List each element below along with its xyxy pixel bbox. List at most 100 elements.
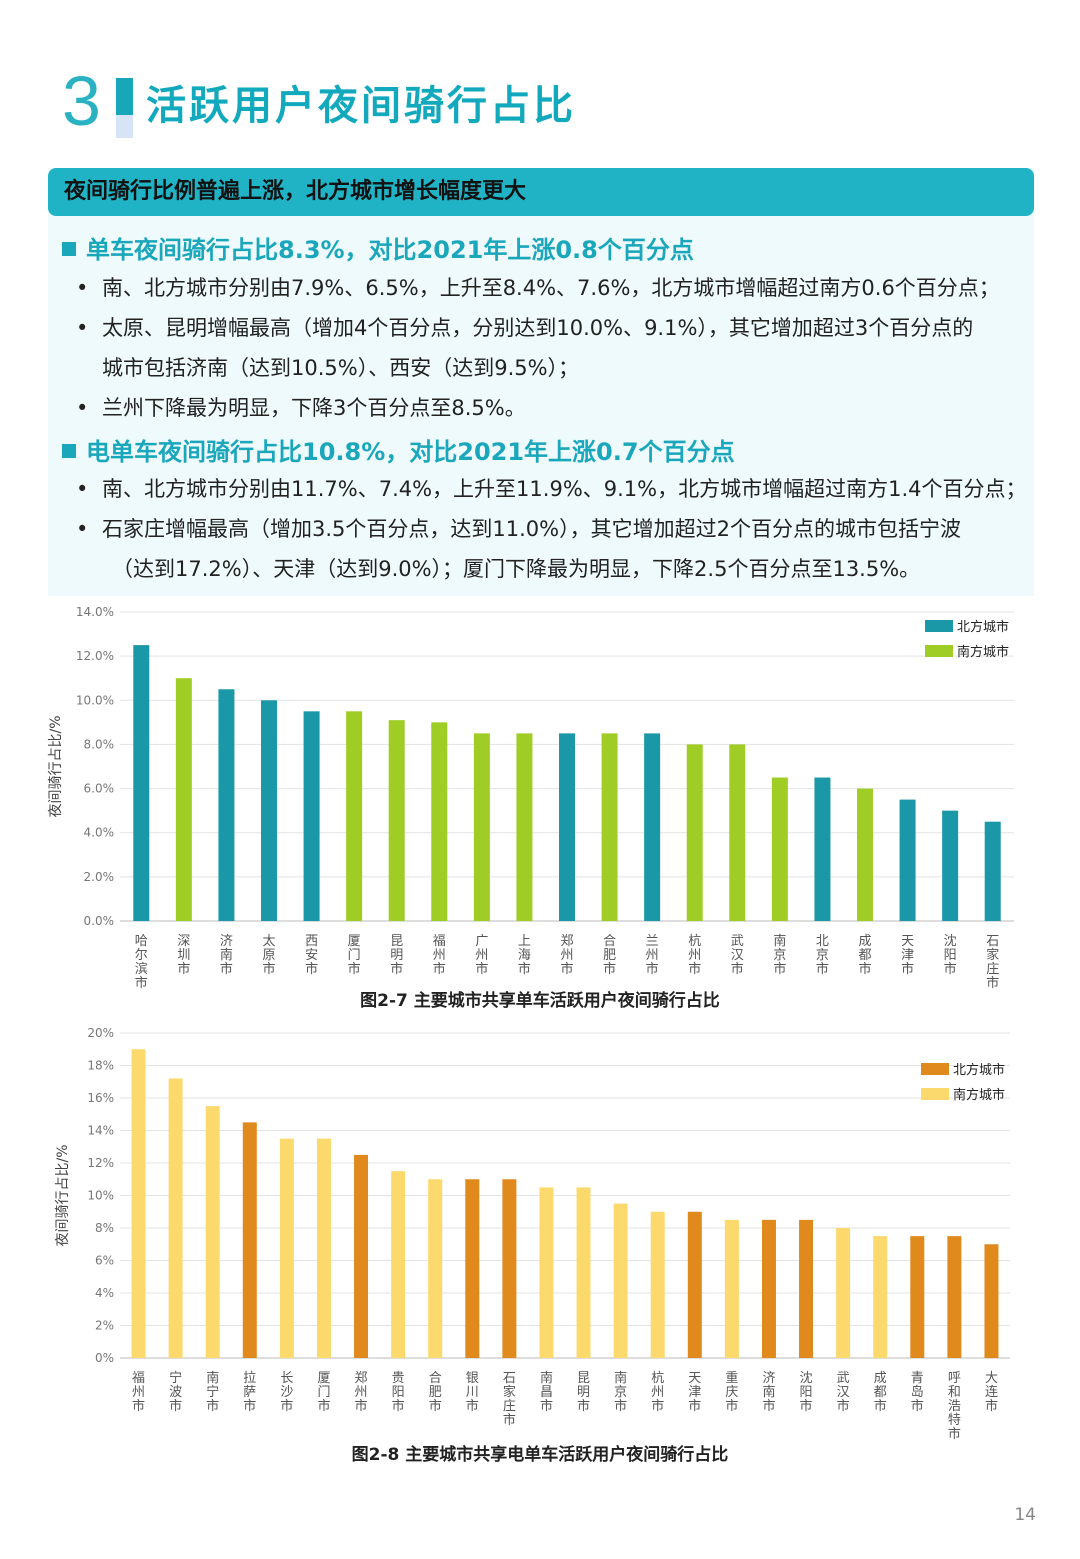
y-tick-label: 18% <box>87 1059 114 1073</box>
bar <box>428 1179 443 1358</box>
ebike-bullet-2-cont: （达到17.2%）、天津（达到9.0%）；厦门下降最为明显，下降2.5个百分点至… <box>112 549 920 589</box>
x-tick-label: 郑州市 <box>355 1371 368 1414</box>
x-tick-label: 哈尔滨市 <box>135 934 148 991</box>
y-tick-label: 0% <box>95 1351 114 1365</box>
x-tick-label: 北京市 <box>816 934 829 977</box>
bike-bullet-2: • 太原、昆明增幅最高（增加4个百分点，分别达到10.0%、9.1%），其它增加超… <box>76 308 973 348</box>
bike-bullet-1: • 南、北方城市分别由7.9%、6.5%，上升至8.4%、7.6%，北方城市增幅超… <box>76 268 1000 308</box>
y-axis-label: 夜间骑行占比/% <box>48 715 64 817</box>
y-tick-label: 0.0% <box>84 914 115 928</box>
x-tick-label: 杭州市 <box>651 1371 664 1414</box>
x-tick-label: 武汉市 <box>731 934 744 977</box>
bar <box>729 744 746 921</box>
x-tick-label: 南京市 <box>614 1370 627 1414</box>
legend-swatch <box>921 1063 949 1075</box>
bar <box>261 700 277 921</box>
y-tick-label: 2.0% <box>84 870 115 884</box>
bar <box>168 1078 183 1358</box>
legend-label: 南方城市 <box>957 644 1009 660</box>
bike-bullet-2-cont: 城市包括济南（达到10.5%）、西安（达到9.5%）； <box>102 348 579 388</box>
bullet-text: 石家庄增幅最高（增加3.5个百分点，达到11.0%），其它增加超过2个百分点的城… <box>102 517 961 541</box>
ebike-subtitle: 电单车夜间骑行占比10.8%，对比2021年上涨0.7个百分点 <box>62 432 735 467</box>
x-tick-label: 昆明市 <box>390 934 403 977</box>
x-tick-label: 重庆市 <box>725 1370 738 1414</box>
bar <box>686 744 703 921</box>
bar <box>687 1211 702 1358</box>
bullet-text: 南、北方城市分别由11.7%、7.4%，上升至11.9%、9.1%，北方城市增幅… <box>102 477 1027 501</box>
x-tick-label: 太原市 <box>262 934 275 977</box>
bike-subtitle-text: 单车夜间骑行占比8.3%，对比2021年上涨0.8个百分点 <box>86 236 694 264</box>
x-tick-label: 长沙市 <box>280 1371 293 1414</box>
x-tick-label: 合肥市 <box>603 934 616 977</box>
y-axis-label: 夜间骑行占比/% <box>55 1144 71 1246</box>
y-tick-label: 8.0% <box>84 737 115 751</box>
bar <box>354 1154 369 1358</box>
bar <box>836 1228 851 1358</box>
x-tick-label: 合肥市 <box>429 1371 442 1414</box>
y-tick-label: 12% <box>87 1156 114 1170</box>
x-tick-label: 武汉市 <box>837 1371 850 1414</box>
bar <box>279 1138 294 1358</box>
legend-swatch <box>925 645 953 657</box>
bar <box>218 689 235 921</box>
x-tick-label: 郑州市 <box>560 934 573 977</box>
x-tick-label: 呼和浩特市 <box>948 1371 961 1442</box>
legend-label: 北方城市 <box>953 1062 1005 1078</box>
bullet-dot-icon: • <box>76 517 89 541</box>
bullet-dot-icon: • <box>76 316 89 340</box>
summary-box: 夜间骑行比例普遍上涨，北方城市增长幅度更大 单车夜间骑行占比8.3%，对比202… <box>48 168 1034 596</box>
x-tick-label: 银川市 <box>466 1371 479 1414</box>
x-tick-label: 大连市 <box>985 1371 998 1414</box>
x-tick-label: 宁波市 <box>169 1370 182 1414</box>
bar <box>601 733 618 921</box>
bar <box>857 788 873 921</box>
x-tick-label: 沈阳市 <box>944 934 957 977</box>
ebike-night-ride-chart: 0% 2% 4% 6% 8% 10% 12% 14% 16% 18% 20% 夜间骑行占比/% 福州市 宁… <box>55 1026 1010 1442</box>
bullet-text: （达到17.2%）、天津（达到9.0%）；厦门下降最为明显，下降2.5个百分点至… <box>112 557 921 581</box>
x-tick-label: 厦门市 <box>348 934 361 977</box>
x-tick-label: 南昌市 <box>540 1370 553 1414</box>
y-tick-label: 14% <box>87 1124 114 1138</box>
bar <box>771 777 788 921</box>
x-tick-label: 南宁市 <box>206 1370 219 1414</box>
y-tick-label: 6% <box>95 1254 114 1268</box>
bullet-text: 城市包括济南（达到10.5%）、西安（达到9.5%）； <box>102 356 580 380</box>
section-number: 3 <box>62 62 101 140</box>
bar <box>465 1179 480 1358</box>
y-tick-label: 4% <box>95 1286 114 1300</box>
y-tick-label: 10% <box>87 1189 114 1203</box>
bullet-text: 兰州下降最为明显，下降3个百分点至8.5%。 <box>102 396 526 420</box>
x-tick-label: 贵阳市 <box>392 1371 405 1414</box>
x-tick-label: 济南市 <box>220 934 233 977</box>
bar <box>133 645 150 921</box>
legend-label: 南方城市 <box>953 1087 1005 1103</box>
bar <box>576 1187 591 1358</box>
x-tick-label: 广州市 <box>475 934 488 977</box>
y-tick-label: 2% <box>95 1319 114 1333</box>
legend-label: 北方城市 <box>957 619 1009 635</box>
y-tick-label: 20% <box>87 1026 114 1040</box>
chart1-caption: 图2-7 主要城市共享单车活跃用户夜间骑行占比 <box>360 991 720 1011</box>
bar <box>205 1106 220 1358</box>
bar <box>473 733 490 921</box>
y-tick-label: 4.0% <box>84 826 115 840</box>
bike-night-ride-chart: 0.0% 2.0% 4.0% 6.0% 8.0% 10.0% 12.0% 14.0% 夜间骑行占… <box>48 605 1014 991</box>
x-tick-label: 青岛市 <box>911 1371 924 1414</box>
bar <box>899 799 916 921</box>
x-tick-label: 杭州市 <box>688 934 701 977</box>
chart2-caption: 图2-8 主要城市共享电单车活跃用户夜间骑行占比 <box>351 1445 729 1465</box>
bullet-dot-icon: • <box>76 276 89 300</box>
bar <box>984 821 1001 921</box>
bar <box>516 733 533 921</box>
bar <box>539 1187 554 1358</box>
ebike-subtitle-text: 电单车夜间骑行占比10.8%，对比2021年上涨0.7个百分点 <box>86 438 735 466</box>
y-tick-label: 12.0% <box>76 649 114 663</box>
bar <box>391 1171 406 1358</box>
y-tick-label: 6.0% <box>84 782 115 796</box>
section-accent-bar <box>116 78 133 138</box>
x-tick-label: 福州市 <box>132 1371 145 1414</box>
bar <box>724 1219 739 1358</box>
x-tick-label: 济南市 <box>762 1371 775 1414</box>
bar <box>873 1236 888 1358</box>
bar <box>175 678 192 921</box>
